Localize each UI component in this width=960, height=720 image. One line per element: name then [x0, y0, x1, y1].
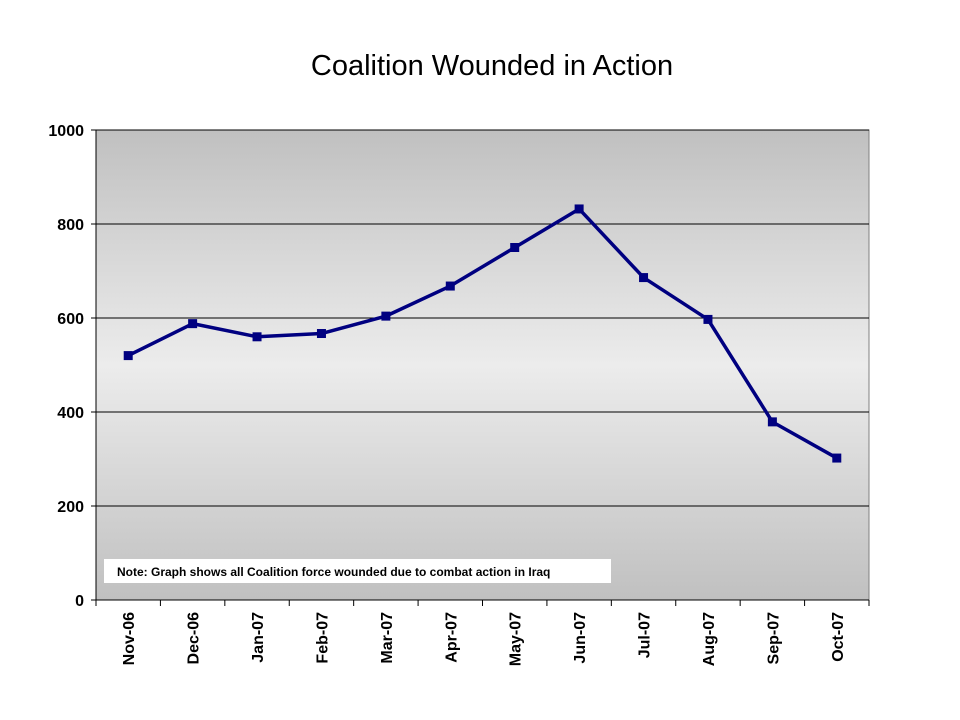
x-tick-label: Aug-07 [701, 612, 718, 666]
y-tick-label: 200 [57, 499, 84, 516]
note-annotation: Note: Graph shows all Coalition force wo… [104, 559, 611, 583]
y-tick-labels: 0 200 400 600 800 1000 [48, 123, 84, 610]
data-point [188, 319, 198, 329]
data-point [639, 273, 649, 283]
x-tick-label: Dec-06 [186, 612, 203, 665]
chart-title: Coalition Wounded in Action [310, 50, 674, 82]
y-tick-label: 600 [57, 311, 84, 328]
note-box [104, 559, 611, 583]
series-line-path [127, 207, 838, 460]
y-tick-label: 800 [57, 217, 84, 234]
data-point [445, 281, 455, 291]
x-tick-label: Jul-07 [637, 612, 654, 658]
y-tick-label: 1000 [48, 123, 84, 140]
data-point [510, 243, 520, 252]
data-point [123, 351, 133, 361]
series-markers [123, 204, 842, 463]
data-point [316, 329, 326, 339]
x-tick-label: Oct-07 [830, 612, 847, 662]
axes [91, 129, 870, 606]
x-tick-label: Apr-07 [443, 612, 460, 663]
x-tick-label: Nov-06 [121, 612, 138, 665]
x-tick-label: Jan-07 [250, 612, 267, 663]
note-text: Note: Graph shows all Coalition force wo… [117, 565, 550, 579]
y-tick-label: 0 [75, 593, 84, 610]
x-tick-label: Jun-07 [572, 612, 589, 664]
x-tick-label: Feb-07 [314, 612, 331, 664]
data-point [832, 453, 842, 463]
data-point [767, 417, 777, 427]
data-point [574, 204, 584, 214]
x-tick-label: Sep-07 [765, 612, 782, 665]
data-point [381, 311, 391, 321]
gridlines [96, 129, 869, 507]
series-line [127, 207, 838, 460]
data-point [703, 314, 713, 324]
x-tick-labels: Nov-06 Dec-06 Jan-07 Feb-07 Mar-07 Apr-07 May-… [121, 612, 847, 666]
plot-area [95, 129, 870, 601]
y-tick-label: 400 [57, 405, 84, 422]
data-point [252, 332, 262, 342]
x-tick-label: Mar-07 [379, 612, 396, 664]
x-tick-label: May-07 [508, 612, 525, 666]
